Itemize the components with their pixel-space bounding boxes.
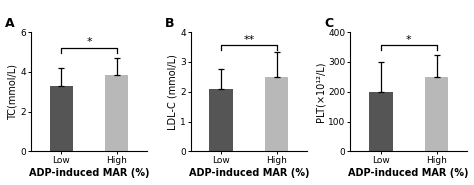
Text: C: C — [325, 17, 334, 30]
Y-axis label: PLT(×10¹²/L): PLT(×10¹²/L) — [316, 61, 326, 122]
Text: A: A — [5, 17, 15, 30]
Bar — [425, 77, 448, 151]
X-axis label: ADP-induced MAR (%): ADP-induced MAR (%) — [189, 168, 309, 178]
X-axis label: ADP-induced MAR (%): ADP-induced MAR (%) — [348, 168, 469, 178]
Bar — [369, 92, 392, 151]
Bar — [50, 86, 73, 151]
Bar — [265, 77, 288, 151]
Y-axis label: TC(mmol/L): TC(mmol/L) — [7, 64, 18, 120]
Y-axis label: LDL-C (mmol/L): LDL-C (mmol/L) — [167, 54, 177, 130]
Text: *: * — [406, 35, 411, 45]
Bar — [210, 89, 233, 151]
X-axis label: ADP-induced MAR (%): ADP-induced MAR (%) — [29, 168, 149, 178]
Text: *: * — [86, 37, 92, 47]
Text: B: B — [165, 17, 174, 30]
Bar — [105, 75, 128, 151]
Text: **: ** — [243, 35, 255, 45]
